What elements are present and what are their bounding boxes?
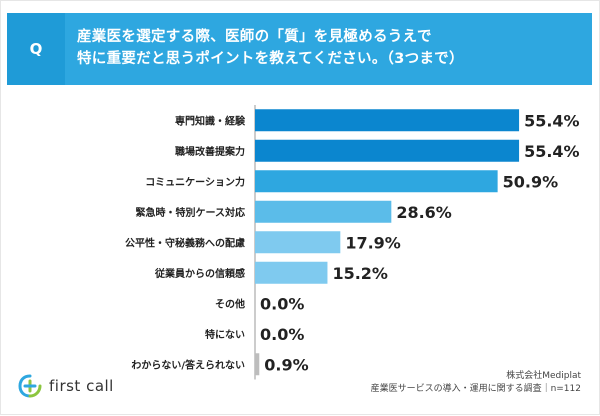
bar [255, 200, 392, 223]
question-line-2: 特に重要だと思うポイントを教えてください。（3つまで） [77, 51, 464, 67]
category-label: 職場改善提案力 [175, 145, 245, 158]
source-survey: 産業医サービスの導入・運用に関する調査｜n=112 [370, 384, 581, 394]
value-label: 55.4% [524, 111, 580, 130]
value-label: 15.2% [332, 264, 388, 283]
bar [255, 261, 328, 284]
category-label: コミュニケーション力 [145, 175, 245, 188]
logo-text: first call [49, 377, 114, 395]
category-label: 従業員からの信頼感 [154, 267, 245, 280]
question-line-1: 産業医を選定する際、医師の「質」を見極めるうえで [77, 29, 432, 45]
bar [255, 139, 520, 162]
question-badge: Q [7, 13, 65, 85]
value-label: 55.4% [524, 142, 580, 161]
category-label: 公平性・守秘義務への配慮 [125, 236, 245, 249]
bar [255, 170, 498, 193]
source-company: 株式会社Mediplat [506, 371, 581, 381]
value-label: 0.0% [260, 294, 304, 313]
value-label: 0.9% [264, 355, 308, 374]
value-label: 17.9% [345, 233, 401, 252]
value-label: 50.9% [503, 172, 559, 191]
first-call-logo: first call [17, 371, 114, 401]
bar [255, 353, 260, 376]
category-label: 専門知識・経験 [175, 114, 246, 127]
value-label: 0.0% [260, 325, 304, 344]
value-label: 28.6% [396, 203, 452, 222]
category-label: わからない/答えられない [131, 358, 245, 371]
category-label: 緊急時・特別ケース対応 [136, 206, 246, 219]
question-header: Q 産業医を選定する際、医師の「質」を見極めるうえで 特に重要だと思うポイントを… [7, 13, 592, 85]
bar [255, 231, 341, 254]
bar [255, 109, 520, 132]
category-label: その他 [215, 297, 245, 310]
source-note: 株式会社Mediplat 産業医サービスの導入・運用に関する調査｜n=112 [371, 370, 581, 396]
category-label: 特にない [205, 328, 245, 341]
question-text: 産業医を選定する際、医師の「質」を見極めるうえで 特に重要だと思うポイントを教え… [65, 13, 592, 85]
first-call-logo-icon [18, 374, 42, 398]
